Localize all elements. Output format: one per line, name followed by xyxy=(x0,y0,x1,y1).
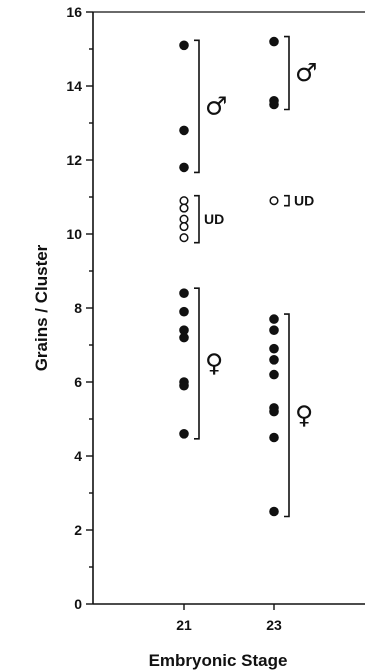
data-point-female xyxy=(269,325,279,336)
data-point-female xyxy=(179,429,189,439)
x-tick-label: 21 xyxy=(176,617,192,633)
y-tick-label: 16 xyxy=(66,4,82,20)
data-point-female xyxy=(269,432,279,443)
data-point-female xyxy=(269,506,279,517)
y-tick-label: 6 xyxy=(74,374,82,390)
data-point-ud xyxy=(179,203,189,213)
data-point-male xyxy=(179,40,189,51)
x-tick-label: 23 xyxy=(266,617,282,633)
y-tick-label: 4 xyxy=(74,448,82,464)
bracket-male xyxy=(284,35,290,111)
y-tick-label: 12 xyxy=(66,152,82,168)
data-point-female xyxy=(179,332,189,343)
data-point-female xyxy=(269,314,279,324)
data-point-male xyxy=(179,162,189,173)
data-point-ud xyxy=(179,233,189,243)
bracket-ud xyxy=(284,194,290,207)
data-point-female xyxy=(269,355,279,365)
bracket-label-female: ♀ xyxy=(205,349,223,378)
y-tick-label: 10 xyxy=(66,226,82,242)
bracket-female xyxy=(284,313,290,518)
bracket-label-female: ♀ xyxy=(295,400,313,429)
axes: 0 2 4 6 8 10 12 14 16 21 23 xyxy=(66,4,365,633)
data-point-ud xyxy=(179,222,189,232)
data-point-female xyxy=(179,380,189,391)
y-axis-title: Grains / Cluster xyxy=(32,244,51,371)
data-point-female xyxy=(179,306,189,317)
bracket-ud xyxy=(194,194,200,244)
bracket-label-ud: UD xyxy=(204,211,224,227)
x-axis-title: Embryonic Stage xyxy=(149,651,288,670)
bracket-label-male: ♂ xyxy=(205,91,227,120)
data-point-female xyxy=(269,406,279,417)
data-point-female xyxy=(269,343,279,354)
data-point-male xyxy=(269,99,279,110)
data-point-ud xyxy=(179,196,189,206)
data-point-male xyxy=(269,36,279,47)
bracket-label-male: ♂ xyxy=(295,58,317,87)
data-marks: ♂ ♂ UD UD ♀ ♀ xyxy=(179,35,317,518)
data-point-female xyxy=(269,369,279,380)
data-point-female xyxy=(179,288,189,299)
y-tick-label: 2 xyxy=(74,522,82,538)
y-tick-label: 0 xyxy=(74,596,82,612)
y-tick-label: 14 xyxy=(66,78,82,94)
data-point-ud xyxy=(179,214,189,224)
bracket-male xyxy=(194,39,200,174)
data-point-male xyxy=(179,125,189,136)
bracket-female xyxy=(194,287,200,440)
data-point-ud xyxy=(269,196,279,206)
bracket-label-ud: UD xyxy=(294,193,314,209)
y-tick-label: 8 xyxy=(74,300,82,316)
